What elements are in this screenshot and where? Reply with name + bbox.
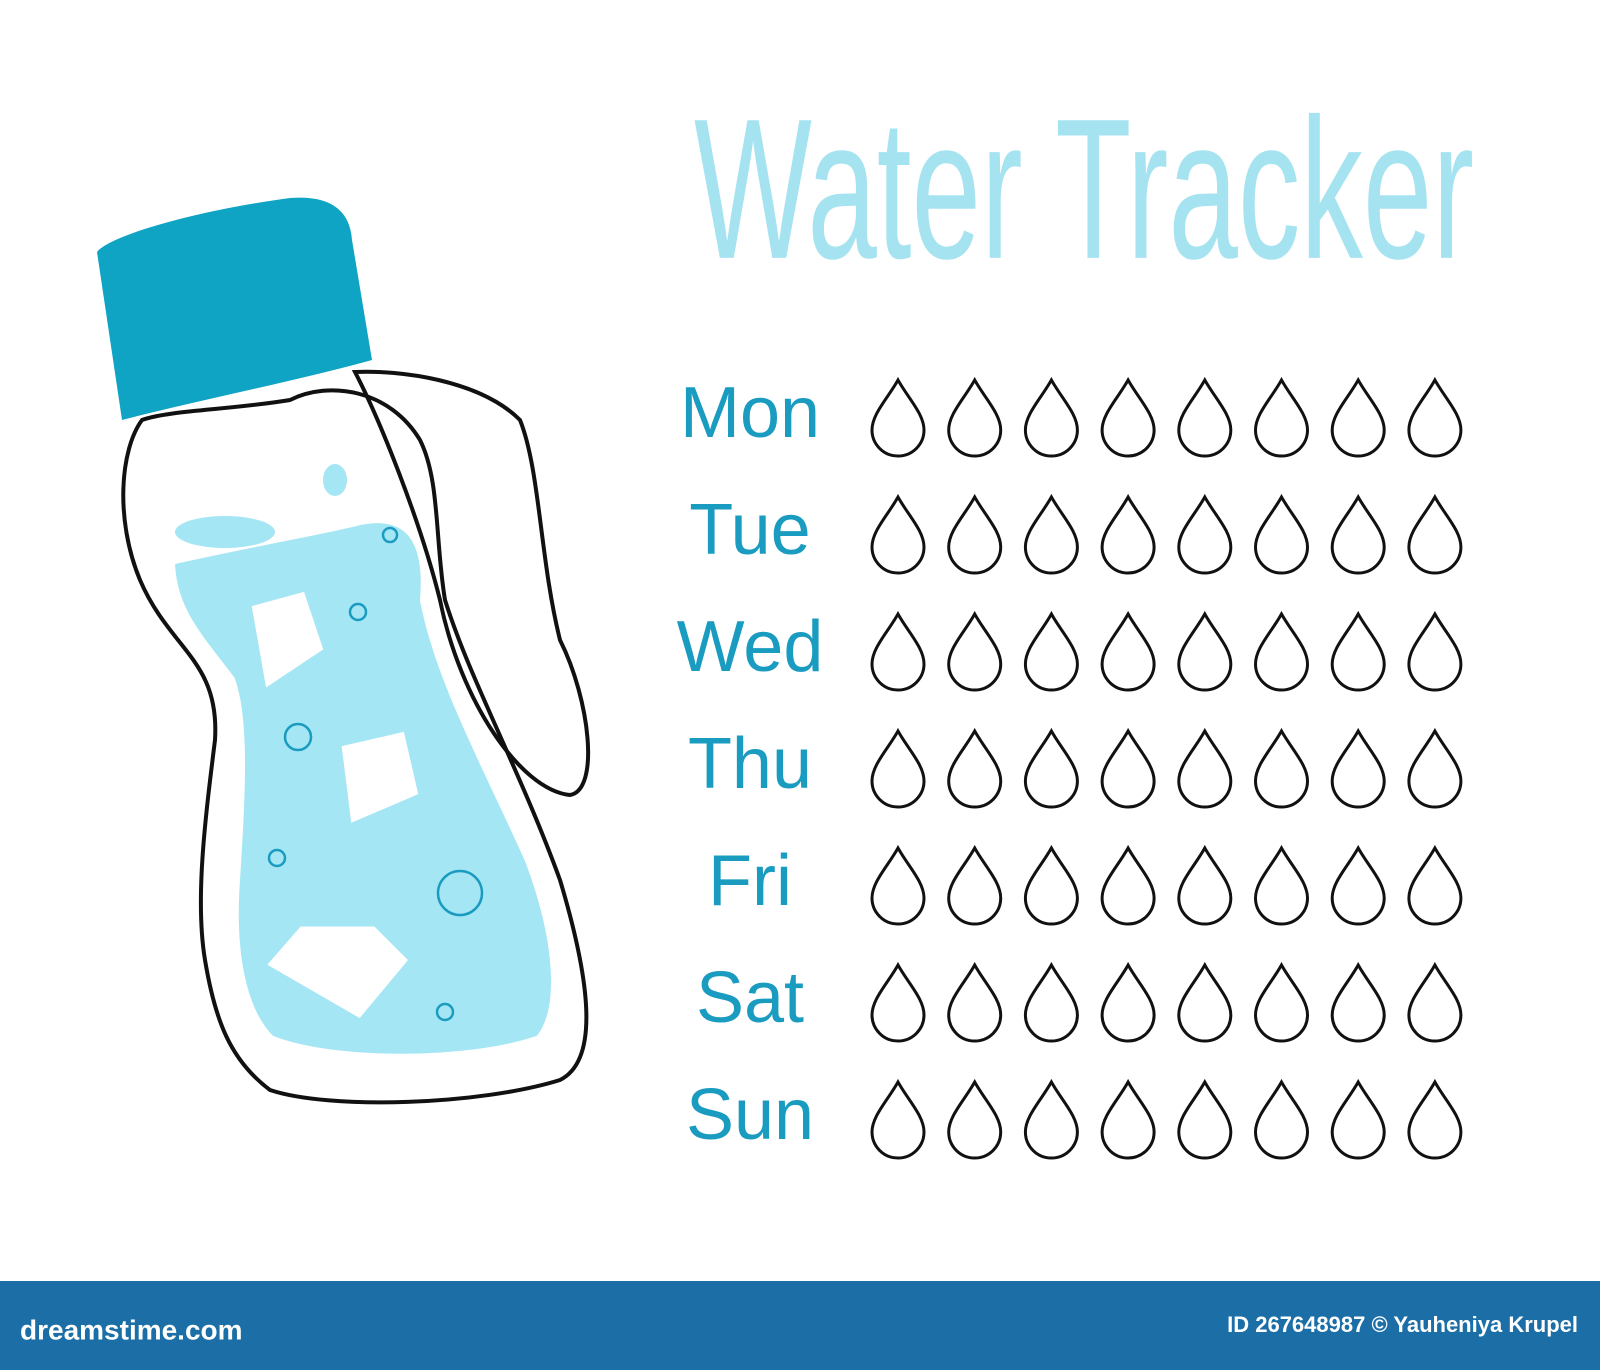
- splash: [175, 516, 275, 548]
- drop: [870, 844, 926, 926]
- drop: [870, 727, 926, 809]
- drop: [1100, 610, 1156, 692]
- ice-cube: [262, 923, 413, 1022]
- drop: [1253, 376, 1310, 458]
- drop: [947, 376, 1003, 458]
- drop: [1023, 961, 1079, 1043]
- drop: [1330, 493, 1386, 575]
- day-label: Mon: [680, 373, 820, 453]
- ice-cube: [248, 588, 327, 693]
- day-label: Thu: [688, 724, 812, 804]
- drop: [870, 376, 926, 458]
- drop: [1023, 376, 1079, 458]
- drop: [1023, 844, 1079, 926]
- drop: [1023, 610, 1079, 692]
- drop: [1023, 1078, 1079, 1160]
- drop: [947, 1078, 1003, 1160]
- drop: [1023, 493, 1079, 575]
- drop: [1177, 610, 1233, 692]
- day-label: Sat: [696, 958, 804, 1038]
- drop: [947, 493, 1003, 575]
- drop: [947, 727, 1003, 809]
- drop: [1407, 961, 1463, 1043]
- day-label: Wed: [677, 607, 824, 687]
- drop: [1100, 961, 1156, 1043]
- drop: [1330, 376, 1386, 458]
- drop: [1177, 727, 1233, 809]
- drop: [1177, 1078, 1233, 1160]
- drop: [1100, 493, 1156, 575]
- drop: [1407, 727, 1463, 809]
- splash: [323, 464, 347, 496]
- drop: [1177, 493, 1233, 575]
- ice-cube: [338, 728, 422, 828]
- drop: [1253, 610, 1310, 692]
- bottle-illustration: [97, 197, 591, 1105]
- drop: [1023, 727, 1079, 809]
- cap: [97, 197, 372, 420]
- drop: [1407, 1078, 1463, 1160]
- drop: [1177, 376, 1233, 458]
- drop: [1253, 1078, 1310, 1160]
- drop: [870, 961, 926, 1043]
- drop: [1330, 727, 1386, 809]
- drop: [1253, 727, 1310, 809]
- day-label: Fri: [708, 841, 792, 921]
- drop: [1330, 610, 1386, 692]
- drop: [1100, 727, 1156, 809]
- drop: [1177, 961, 1233, 1043]
- drop: [870, 493, 926, 575]
- drop: [1330, 961, 1386, 1043]
- drop: [1407, 376, 1463, 458]
- strap: [351, 369, 591, 798]
- day-label: Sun: [686, 1075, 814, 1155]
- drop: [1330, 1078, 1386, 1160]
- drop: [947, 610, 1003, 692]
- drop: [1253, 493, 1310, 575]
- drop: [1407, 844, 1463, 926]
- drop: [1100, 844, 1156, 926]
- drop: [1253, 844, 1310, 926]
- drop: [947, 961, 1003, 1043]
- footer-band: [0, 1281, 1600, 1370]
- drop: [1100, 376, 1156, 458]
- drop: [1407, 610, 1463, 692]
- drop: [1330, 844, 1386, 926]
- footer-credit: ID 267648987 © Yauheniya Krupel: [1227, 1312, 1578, 1337]
- drop: [1253, 961, 1310, 1043]
- drop: [1407, 493, 1463, 575]
- drop: [870, 610, 926, 692]
- drop: [947, 844, 1003, 926]
- title: Water Tracker: [694, 78, 1474, 301]
- drop: [870, 1078, 926, 1160]
- day-label: Tue: [689, 490, 810, 570]
- drop: [1177, 844, 1233, 926]
- drop: [1100, 1078, 1156, 1160]
- bubbles: [267, 526, 484, 1022]
- footer-site: dreamstime.com: [20, 1314, 243, 1345]
- tracker-grid: Mon Tue Wed Thu Fri Sat Sun: [677, 373, 1463, 1160]
